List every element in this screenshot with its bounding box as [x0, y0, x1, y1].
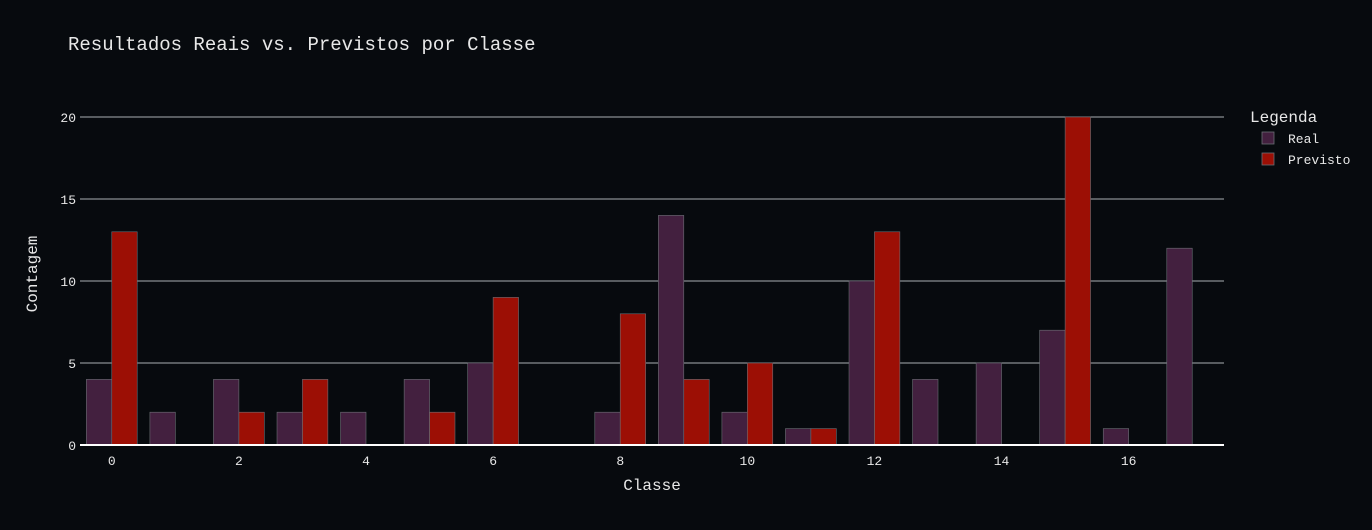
x-tick-label: 14 [994, 454, 1010, 469]
bar-previsto-0 [111, 231, 138, 446]
y-tick-label: 5 [68, 357, 76, 372]
bar-real-1 [149, 411, 176, 446]
legend-title: Legenda [1250, 109, 1318, 127]
bar-real-3 [276, 411, 303, 446]
x-tick-label: 12 [867, 454, 883, 469]
bar-real-8 [594, 411, 621, 446]
axes: 0 5 10 15 20 0 2 4 6 8 10 12 14 16 [60, 111, 1224, 469]
x-tick-label: 8 [616, 454, 624, 469]
legend: Legenda Real Previsto [1250, 109, 1350, 168]
chart-title: Resultados Reais vs. Previstos por Class… [68, 34, 535, 56]
bar-real-5 [403, 379, 430, 446]
gridlines [80, 116, 1224, 364]
y-tick-label: 0 [68, 439, 76, 454]
legend-swatch-real [1261, 131, 1275, 145]
bar-previsto-8 [619, 313, 646, 446]
bar-real-0 [86, 379, 113, 446]
bar-real-6 [467, 362, 494, 446]
bar-previsto-10 [747, 362, 774, 446]
bar-real-17 [1166, 247, 1193, 446]
y-tick-label: 10 [60, 275, 76, 290]
bar-real-9 [658, 215, 685, 446]
bar-real-15 [1039, 329, 1066, 446]
legend-label-real: Real [1288, 132, 1319, 147]
bar-real-2 [213, 379, 240, 446]
legend-swatch-previsto [1261, 152, 1275, 166]
bar-previsto-3 [302, 379, 329, 446]
x-tick-label: 6 [489, 454, 497, 469]
bar-previsto-5 [429, 411, 456, 446]
x-tick-label: 10 [740, 454, 756, 469]
bar-real-10 [721, 411, 748, 446]
bar-real-12 [848, 280, 875, 446]
bar-real-16 [1102, 428, 1129, 446]
bar-real-11 [785, 428, 812, 446]
x-tick-label: 0 [108, 454, 116, 469]
bar-previsto-15 [1064, 116, 1091, 446]
x-axis-label: Classe [623, 477, 681, 495]
y-tick-label: 20 [60, 111, 76, 126]
bar-previsto-9 [683, 379, 710, 446]
bar-previsto-6 [492, 297, 519, 446]
bar-previsto-11 [810, 428, 837, 446]
x-tick-label: 4 [362, 454, 370, 469]
legend-label-previsto: Previsto [1288, 153, 1350, 168]
bars [86, 116, 1193, 446]
bar-previsto-12 [874, 231, 901, 446]
x-tick-label: 16 [1121, 454, 1137, 469]
bar-previsto-2 [238, 411, 265, 446]
x-tick-label: 2 [235, 454, 243, 469]
bar-real-14 [975, 362, 1002, 446]
y-tick-label: 15 [60, 193, 76, 208]
bar-real-13 [912, 379, 939, 446]
bar-real-4 [340, 411, 367, 446]
y-axis-label: Contagem [24, 236, 42, 313]
